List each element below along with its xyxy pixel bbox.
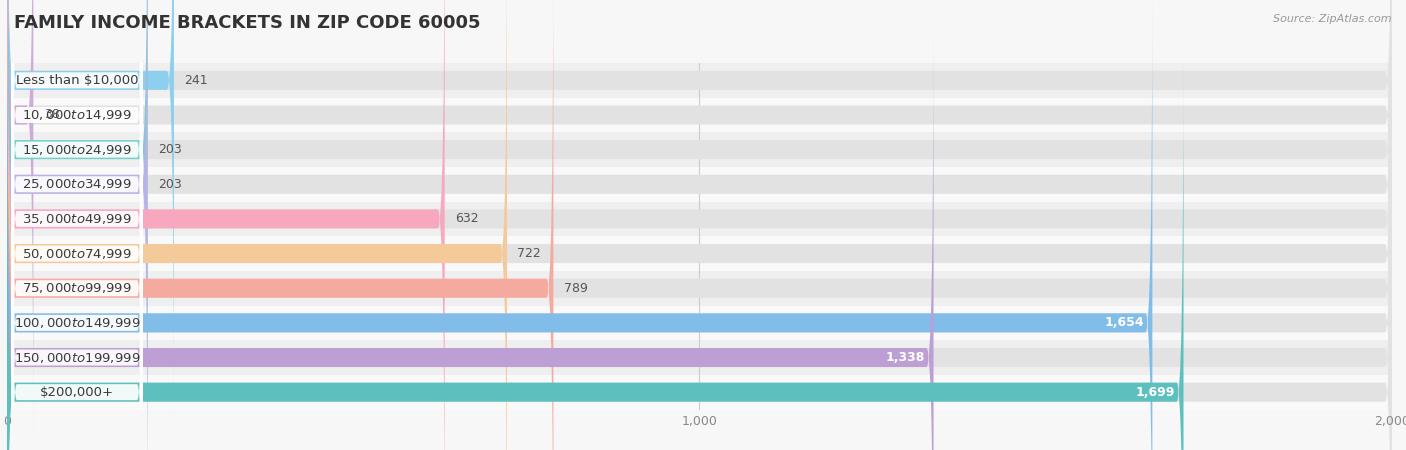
- FancyBboxPatch shape: [7, 202, 1392, 236]
- FancyBboxPatch shape: [7, 98, 1392, 132]
- FancyBboxPatch shape: [7, 0, 1392, 450]
- FancyBboxPatch shape: [7, 167, 1392, 202]
- FancyBboxPatch shape: [7, 0, 1392, 417]
- FancyBboxPatch shape: [7, 0, 554, 450]
- Text: FAMILY INCOME BRACKETS IN ZIP CODE 60005: FAMILY INCOME BRACKETS IN ZIP CODE 60005: [14, 14, 481, 32]
- FancyBboxPatch shape: [7, 340, 1392, 375]
- Text: 789: 789: [564, 282, 588, 295]
- Text: $50,000 to $74,999: $50,000 to $74,999: [22, 247, 132, 261]
- FancyBboxPatch shape: [7, 63, 1392, 98]
- FancyBboxPatch shape: [7, 0, 1392, 450]
- Text: 38: 38: [44, 108, 59, 122]
- FancyBboxPatch shape: [7, 271, 1392, 306]
- Text: 632: 632: [456, 212, 478, 225]
- Text: 203: 203: [157, 143, 181, 156]
- Text: 1,338: 1,338: [886, 351, 925, 364]
- FancyBboxPatch shape: [11, 88, 143, 450]
- FancyBboxPatch shape: [7, 0, 508, 450]
- Text: $10,000 to $14,999: $10,000 to $14,999: [22, 108, 132, 122]
- FancyBboxPatch shape: [7, 306, 1392, 340]
- FancyBboxPatch shape: [7, 0, 1392, 450]
- FancyBboxPatch shape: [7, 236, 1392, 271]
- Text: $100,000 to $149,999: $100,000 to $149,999: [14, 316, 141, 330]
- FancyBboxPatch shape: [7, 0, 1392, 450]
- FancyBboxPatch shape: [7, 375, 1392, 410]
- FancyBboxPatch shape: [7, 21, 934, 450]
- FancyBboxPatch shape: [7, 0, 1153, 450]
- Text: $75,000 to $99,999: $75,000 to $99,999: [22, 281, 132, 295]
- Text: 1,654: 1,654: [1105, 316, 1144, 329]
- FancyBboxPatch shape: [7, 0, 1392, 450]
- Text: Source: ZipAtlas.com: Source: ZipAtlas.com: [1274, 14, 1392, 23]
- FancyBboxPatch shape: [11, 0, 143, 350]
- FancyBboxPatch shape: [7, 132, 1392, 167]
- FancyBboxPatch shape: [7, 0, 1392, 450]
- FancyBboxPatch shape: [11, 123, 143, 450]
- Text: $200,000+: $200,000+: [39, 386, 114, 399]
- FancyBboxPatch shape: [11, 54, 143, 450]
- FancyBboxPatch shape: [7, 0, 1392, 450]
- FancyBboxPatch shape: [7, 0, 34, 450]
- Text: $150,000 to $199,999: $150,000 to $199,999: [14, 351, 141, 364]
- FancyBboxPatch shape: [7, 55, 1184, 450]
- FancyBboxPatch shape: [7, 21, 1392, 450]
- FancyBboxPatch shape: [11, 0, 143, 450]
- FancyBboxPatch shape: [7, 0, 148, 450]
- FancyBboxPatch shape: [7, 0, 148, 450]
- FancyBboxPatch shape: [7, 0, 444, 450]
- FancyBboxPatch shape: [7, 55, 1392, 450]
- FancyBboxPatch shape: [11, 0, 143, 419]
- FancyBboxPatch shape: [11, 0, 143, 450]
- Text: 1,699: 1,699: [1136, 386, 1175, 399]
- Text: $15,000 to $24,999: $15,000 to $24,999: [22, 143, 132, 157]
- FancyBboxPatch shape: [7, 0, 174, 417]
- Text: 241: 241: [184, 74, 208, 87]
- Text: 203: 203: [157, 178, 181, 191]
- FancyBboxPatch shape: [11, 19, 143, 450]
- Text: Less than $10,000: Less than $10,000: [15, 74, 138, 87]
- FancyBboxPatch shape: [11, 0, 143, 450]
- Text: $25,000 to $34,999: $25,000 to $34,999: [22, 177, 132, 191]
- FancyBboxPatch shape: [11, 0, 143, 384]
- Text: $35,000 to $49,999: $35,000 to $49,999: [22, 212, 132, 226]
- Text: 722: 722: [517, 247, 541, 260]
